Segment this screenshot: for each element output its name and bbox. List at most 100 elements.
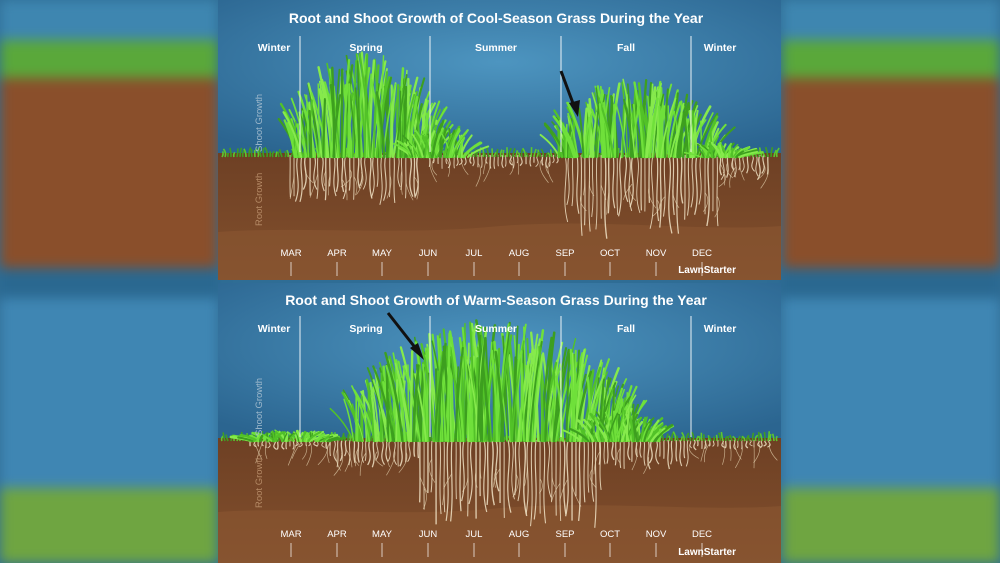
root-strand [370, 154, 375, 198]
root-strand [577, 439, 581, 521]
grass-blade [717, 432, 722, 442]
grass-blade [329, 407, 354, 442]
grass-blade [490, 349, 499, 443]
root-strand [413, 439, 416, 457]
grass-blade [771, 433, 775, 442]
root-strand [636, 154, 641, 214]
grass-blade [644, 86, 657, 159]
grass-blade [402, 365, 421, 442]
grass-blade [450, 129, 469, 158]
root-strand [516, 154, 519, 164]
grass-blade [702, 434, 706, 442]
root-branch [326, 442, 331, 464]
root-branch [648, 187, 657, 209]
root-strand [511, 439, 515, 500]
grass-blade [356, 60, 361, 158]
grass-blade [262, 147, 265, 158]
grass-blade [770, 147, 774, 158]
root-branch [734, 444, 743, 469]
root-strand [668, 154, 673, 234]
root-strand [716, 154, 719, 227]
root-strand [624, 154, 629, 203]
root-branch [703, 443, 711, 463]
grass-blade [396, 370, 411, 443]
root-strand [583, 439, 586, 503]
grass-blade [258, 434, 264, 443]
month-labels: MAR APR MAY JUN JUL AUG SEP OCT NOV DEC [280, 248, 712, 259]
root-strand [672, 154, 675, 216]
grass-blade [567, 112, 579, 158]
root-strand [706, 154, 710, 227]
month-label: NOV [646, 248, 667, 259]
grass-blade [688, 434, 692, 442]
grass-blade [250, 149, 253, 158]
root-branch [422, 488, 427, 510]
month-label: MAY [372, 248, 393, 259]
grass-blade [637, 82, 646, 159]
root-strand [513, 439, 517, 496]
root-branch [333, 452, 344, 476]
root-strand [736, 439, 739, 449]
grass-blade [622, 98, 635, 159]
grass-blade [243, 148, 247, 158]
grass-blade [445, 125, 461, 159]
grass-blade [301, 430, 306, 443]
grass-blade [552, 115, 576, 159]
root-strand [339, 439, 343, 462]
root-strand [364, 439, 367, 462]
root-branch [306, 441, 312, 466]
root-strand [443, 439, 446, 513]
grass-blade [385, 364, 390, 443]
root-strand [382, 154, 387, 201]
grass-blade [290, 97, 308, 158]
root-branch [340, 169, 352, 188]
month-label: NOV [646, 529, 667, 540]
month-label: SEP [555, 248, 574, 259]
root-branch [304, 167, 314, 184]
root-strand [591, 439, 595, 502]
grass-blade [533, 353, 544, 443]
grass-blade [286, 121, 298, 159]
grass-blade [543, 331, 556, 443]
grass-blade [590, 419, 596, 442]
grass-blade [496, 334, 513, 443]
season-label-summer: Summer [475, 42, 517, 54]
grass-blade [279, 102, 304, 159]
root-branch [593, 451, 601, 475]
month-label: MAR [280, 529, 301, 540]
grass-blade [647, 425, 668, 443]
grass-blade [226, 152, 230, 158]
root-strand [656, 154, 660, 222]
grass-blade [479, 147, 482, 158]
root-strand [565, 439, 569, 517]
root-strand [591, 154, 594, 218]
grass-blade [576, 419, 595, 443]
month-label: AUG [509, 248, 530, 259]
grass-blade [502, 149, 505, 158]
grass-blade [282, 111, 303, 159]
root-branch [551, 472, 555, 487]
root-strand [670, 439, 673, 465]
root-branch [739, 162, 745, 181]
grass-blade [482, 148, 485, 158]
grass-blade [512, 147, 516, 158]
grass-blade [691, 109, 699, 159]
root-branch [643, 457, 650, 475]
root-strand [576, 154, 580, 214]
root-branch [589, 468, 597, 489]
season-label-spring: Spring [349, 323, 382, 335]
grass-blade [565, 123, 568, 158]
grass-blade [517, 151, 521, 158]
grass-blade [372, 388, 380, 442]
grass-blade [682, 101, 698, 159]
grass-blade [499, 149, 503, 158]
root-branch [344, 454, 351, 472]
grass-blade [598, 103, 604, 159]
grass-blade [737, 150, 759, 158]
grass-blade [586, 112, 593, 159]
grass-blade [767, 431, 771, 442]
grass-blade [258, 147, 262, 158]
month-ticks [290, 262, 703, 276]
root-branch [442, 482, 445, 506]
grass-blade [650, 427, 666, 443]
